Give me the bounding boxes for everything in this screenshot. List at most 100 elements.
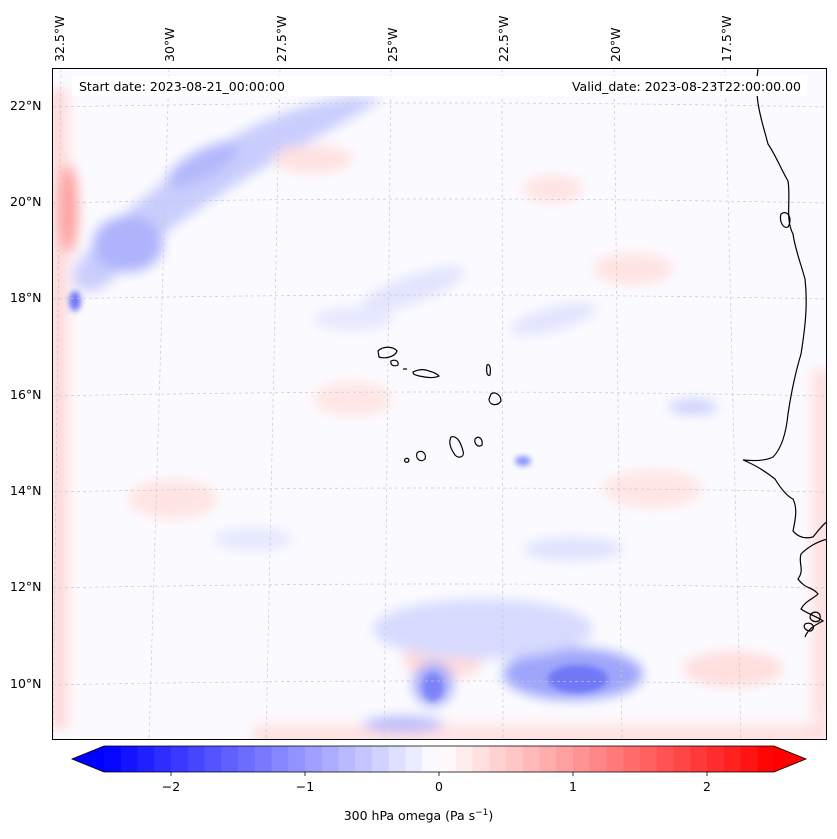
colorbar-cell bbox=[238, 746, 256, 772]
colorbar-cell bbox=[137, 746, 155, 772]
field-patch-nw-core bbox=[93, 216, 163, 272]
field-patch-pink-4 bbox=[313, 381, 393, 417]
colorbar-label-text: 300 hPa omega (Pa s bbox=[343, 808, 476, 824]
colorbar-tick-label: −1 bbox=[296, 779, 314, 794]
lat-label-12n: 12°N bbox=[10, 579, 42, 594]
lat-label-16n: 16°N bbox=[10, 387, 42, 402]
colorbar-cell bbox=[204, 746, 222, 772]
start-date-text: Start date: 2023-08-21_00:00:00 bbox=[79, 79, 285, 94]
island-maio bbox=[474, 436, 483, 447]
colorbar-cell bbox=[573, 746, 591, 772]
colorbar-label-exponent: −1 bbox=[475, 808, 489, 818]
field-patch-blue-2 bbox=[509, 302, 597, 336]
parallel-12n bbox=[53, 583, 826, 589]
lon-label-27-5w: 27.5°W bbox=[274, 15, 289, 62]
graticule bbox=[53, 69, 826, 739]
island-santiago bbox=[449, 436, 464, 458]
colorbar-extend-max bbox=[774, 746, 806, 772]
field-patch-pink-7 bbox=[683, 651, 783, 687]
field-patch-right-edge bbox=[798, 369, 826, 739]
island-sao-nicolau bbox=[412, 369, 441, 379]
meridian-22-5w bbox=[501, 69, 504, 739]
island-boa-vista bbox=[488, 392, 502, 406]
colorbar-tick-label: 2 bbox=[703, 779, 711, 794]
colorbar-cell bbox=[556, 746, 574, 772]
field-patch-bottom-edge bbox=[253, 709, 826, 739]
colorbar-cell bbox=[388, 746, 407, 772]
colorbar-cell bbox=[673, 746, 691, 772]
colorbar-cell bbox=[606, 746, 624, 772]
colorbar-cell bbox=[539, 746, 557, 772]
colorbar-cell bbox=[740, 746, 758, 772]
parallel-18n bbox=[53, 294, 826, 300]
parallel-16n bbox=[53, 391, 826, 397]
colorbar-cell bbox=[221, 746, 239, 772]
colorbar-tick-label: −2 bbox=[162, 779, 180, 794]
colorbar-cell bbox=[422, 746, 440, 772]
lat-label-10n: 10°N bbox=[10, 676, 42, 691]
colorbar-cell bbox=[623, 746, 641, 772]
colorbar-cell bbox=[723, 746, 742, 772]
meridian-32-5w bbox=[53, 69, 62, 739]
colorbar-cell bbox=[522, 746, 541, 772]
colorbar-cell bbox=[372, 746, 390, 772]
colorbar-cell bbox=[405, 746, 423, 772]
colorbar-cell bbox=[154, 746, 172, 772]
island-sao-vicente bbox=[390, 359, 399, 367]
parallel-14n bbox=[53, 487, 826, 493]
colorbar-tick-label: 0 bbox=[435, 779, 443, 794]
field-patch-core-c bbox=[515, 456, 531, 466]
island-sal bbox=[486, 364, 491, 376]
field-patch-core-b bbox=[423, 673, 443, 701]
lat-label-20n: 20°N bbox=[10, 194, 42, 209]
field-patch-pink-3 bbox=[593, 253, 673, 285]
lon-label-30w: 30°W bbox=[162, 27, 177, 62]
field-patch-convective-3 bbox=[373, 599, 593, 659]
valid-date-text: Valid_date: 2023-08-23T22:00:00.00 bbox=[571, 79, 801, 94]
colorbar-cell bbox=[288, 746, 306, 772]
lat-label-22n: 22°N bbox=[10, 98, 42, 113]
meridian-27-5w bbox=[265, 69, 281, 739]
field-patch-nw-core-2 bbox=[167, 141, 239, 187]
field-patch-left-core bbox=[60, 164, 78, 254]
africa-coastline bbox=[742, 69, 826, 638]
field-patch-blue-6 bbox=[213, 527, 293, 551]
lon-label-20w: 20°W bbox=[608, 27, 623, 62]
field-patch-blue-4 bbox=[668, 400, 718, 414]
colorbar: −2 −1 0 1 2 bbox=[70, 745, 808, 794]
colorbar-cell bbox=[305, 746, 323, 772]
field-patch-blue-3 bbox=[313, 307, 393, 331]
colorbar-cell bbox=[690, 746, 708, 772]
colorbar-cell bbox=[254, 746, 273, 772]
island-fogo bbox=[416, 450, 426, 462]
colorbar-outline bbox=[70, 745, 808, 773]
colorbar-cell bbox=[455, 746, 474, 772]
colorbar-cell bbox=[120, 746, 139, 772]
map-panel bbox=[52, 68, 827, 740]
colorbar-ticks: −2 −1 0 1 2 bbox=[162, 772, 711, 794]
colorbar-extend-min bbox=[72, 746, 104, 772]
colorbar-label-close: ) bbox=[488, 808, 494, 824]
cape-verde-islands bbox=[377, 346, 502, 463]
colorbar-cells bbox=[72, 746, 806, 772]
colorbar-cell bbox=[321, 746, 340, 772]
colorbar-cell bbox=[187, 746, 206, 772]
colorbar-cell bbox=[757, 746, 775, 772]
meridian-30w bbox=[148, 69, 170, 739]
field-patch-blue-1 bbox=[361, 266, 465, 312]
colorbar-cell bbox=[104, 746, 122, 772]
coastline-island-inlet bbox=[779, 212, 791, 228]
colorbar-cell bbox=[656, 746, 675, 772]
field-patch-blue-5 bbox=[523, 537, 623, 561]
coastline-bissagos bbox=[803, 611, 821, 632]
colorbar-cell bbox=[489, 746, 507, 772]
lat-label-14n: 14°N bbox=[10, 483, 42, 498]
colorbar-cell bbox=[640, 746, 658, 772]
lon-label-32-5w: 32.5°W bbox=[52, 15, 67, 62]
lon-label-25w: 25°W bbox=[385, 27, 400, 62]
colorbar-label: 300 hPa omega (Pa s−1) bbox=[0, 808, 837, 823]
colorbar-cell bbox=[439, 746, 457, 772]
meridian-20w bbox=[613, 69, 623, 739]
island-santo-antao bbox=[377, 346, 398, 359]
island-brava bbox=[404, 457, 410, 463]
